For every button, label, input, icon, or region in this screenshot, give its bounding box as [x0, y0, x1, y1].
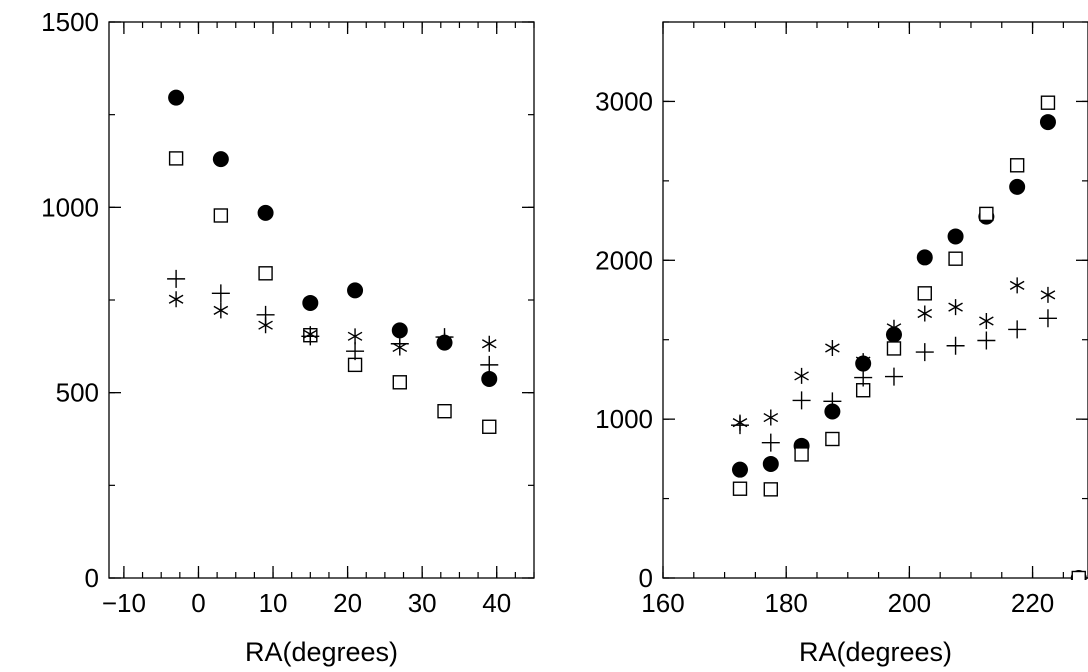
point-asterisk	[763, 409, 779, 426]
point-plus	[346, 342, 365, 361]
point-open-square	[979, 206, 994, 222]
point-asterisk	[1040, 286, 1056, 303]
y-tick-label: 1000	[595, 404, 653, 434]
point-plus	[480, 355, 499, 374]
point-asterisk	[794, 367, 809, 384]
data-points	[167, 89, 499, 434]
y-tick-label: 1500	[41, 7, 99, 37]
point-asterisk	[258, 317, 273, 334]
point-filled-circle	[168, 89, 185, 106]
minor-ticks	[109, 21, 535, 579]
x-axis-label: RA(degrees)	[245, 637, 398, 667]
point-plus	[792, 391, 811, 410]
y-tick-label: 0	[639, 563, 653, 593]
point-open-square	[917, 286, 932, 301]
x-tick-label: 30	[408, 588, 437, 618]
point-filled-circle	[257, 204, 274, 221]
point-plus	[211, 284, 230, 303]
point-plus	[884, 367, 903, 386]
y-tick-label: 2000	[595, 245, 653, 275]
point-asterisk	[481, 335, 497, 352]
point-asterisk	[168, 291, 184, 308]
point-asterisk	[825, 339, 840, 356]
x-tick-label: 0	[191, 588, 205, 618]
point-plus	[823, 392, 842, 411]
plot-frame	[108, 21, 535, 579]
point-open-square	[392, 375, 407, 390]
x-tick-label: −10	[102, 588, 146, 618]
point-open-square	[886, 341, 902, 356]
point-plus	[977, 331, 996, 350]
point-plus	[1038, 309, 1057, 328]
point-filled-circle	[391, 322, 408, 339]
point-asterisk	[886, 319, 902, 336]
x-tick-label: 200	[888, 588, 931, 618]
point-plus	[1008, 320, 1027, 339]
point-open-square	[213, 208, 229, 223]
point-open-square	[732, 481, 748, 496]
data-points	[730, 95, 1087, 580]
point-open-square	[437, 404, 452, 419]
x-tick-label: 180	[764, 588, 807, 618]
point-asterisk	[732, 414, 748, 431]
point-asterisk	[1009, 277, 1025, 294]
point-open-square	[258, 266, 273, 281]
point-open-square	[948, 251, 963, 266]
point-filled-circle	[1039, 114, 1056, 131]
point-asterisk	[213, 302, 229, 319]
point-asterisk	[303, 326, 318, 343]
x-axis-label: RA(degrees)	[799, 637, 952, 667]
point-open-square	[825, 431, 840, 447]
point-open-square	[1009, 158, 1025, 173]
right-scatter-panel: 160 180 200 220 0 1000 2000 3000 RA(degrees)	[595, 21, 1088, 667]
x-tick-label: 20	[333, 588, 362, 618]
point-filled-circle	[762, 455, 779, 472]
plot-frame	[662, 21, 1088, 579]
point-filled-circle	[481, 370, 498, 387]
point-asterisk	[948, 299, 963, 316]
point-asterisk	[437, 332, 452, 349]
point-filled-circle	[731, 461, 748, 478]
x-tick-label: 10	[259, 588, 288, 618]
x-tick-label: 220	[1011, 588, 1054, 618]
y-tick-label: 1000	[41, 192, 99, 222]
y-tick-label: 500	[56, 378, 99, 408]
y-tick-label: 3000	[595, 86, 653, 116]
y-tick-label: 0	[85, 563, 99, 593]
point-filled-circle	[1009, 178, 1026, 195]
point-asterisk	[917, 305, 933, 322]
point-open-square	[1071, 570, 1086, 580]
point-open-square	[168, 151, 184, 166]
point-plus	[854, 368, 873, 387]
point-asterisk	[392, 339, 408, 356]
point-plus	[167, 269, 186, 288]
point-open-square	[794, 447, 809, 462]
point-filled-circle	[212, 151, 229, 168]
point-asterisk	[347, 328, 363, 345]
point-filled-circle	[302, 294, 319, 311]
point-filled-circle	[916, 249, 933, 266]
point-plus	[761, 433, 780, 452]
minor-ticks	[662, 21, 1088, 579]
point-open-square	[1040, 95, 1056, 110]
point-open-square	[347, 357, 363, 373]
x-tick-label: 160	[641, 588, 684, 618]
point-filled-circle	[347, 282, 364, 299]
point-filled-circle	[947, 228, 964, 245]
point-plus	[915, 343, 934, 362]
point-plus	[946, 336, 965, 355]
point-filled-circle	[824, 403, 841, 420]
x-tick-label: 40	[482, 588, 511, 618]
point-asterisk	[979, 312, 994, 329]
point-open-square	[763, 482, 778, 497]
point-asterisk	[855, 353, 871, 370]
point-open-square	[482, 419, 497, 434]
